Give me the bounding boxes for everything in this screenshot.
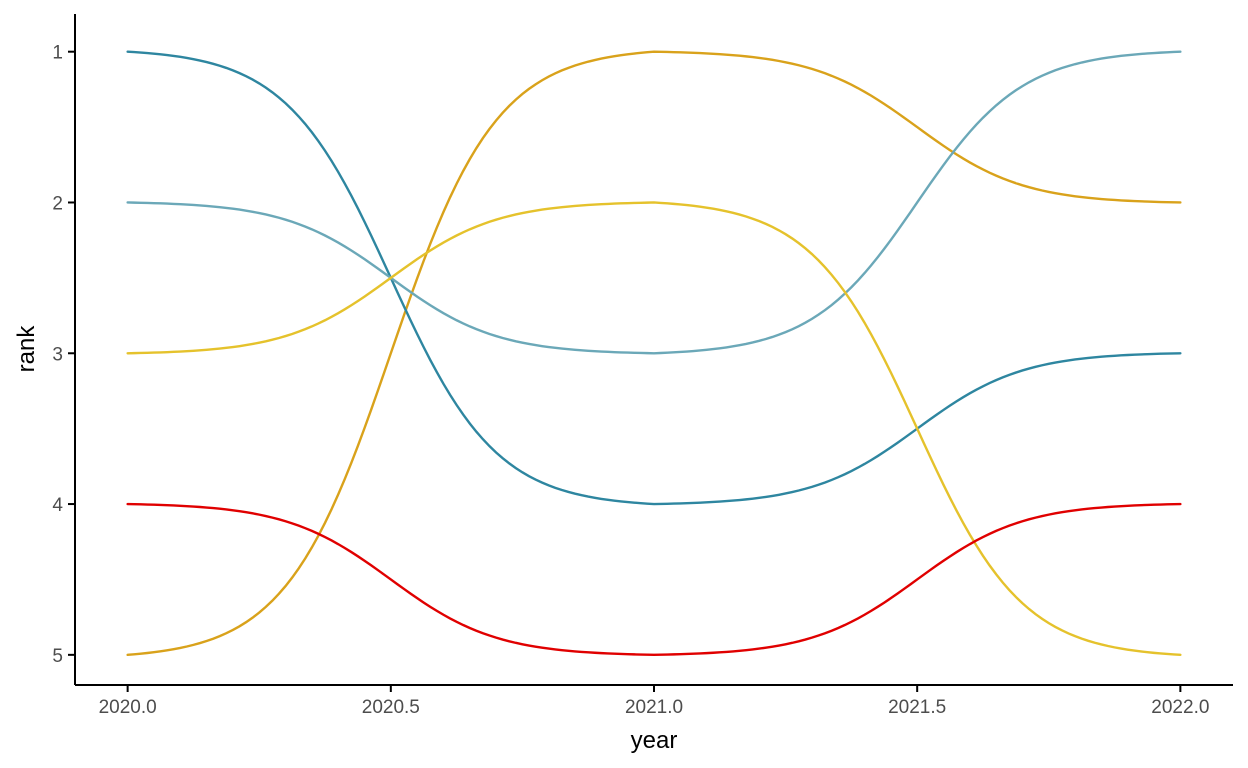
y-axis-title: rank [13, 325, 40, 373]
series-line-4 [126, 201, 1182, 657]
x-tick-label: 2020.0 [99, 697, 157, 718]
y-tick-label: 4 [52, 495, 63, 516]
x-tick-label: 2021.0 [625, 697, 683, 718]
series-line-3 [126, 50, 1182, 355]
x-tick-label: 2021.5 [888, 697, 946, 718]
y-tick-label: 2 [52, 193, 63, 214]
x-axis-ticks: 2020.0 2020.5 2021.0 2021.5 2022.0 [99, 685, 1209, 718]
x-axis-title: year [631, 727, 678, 754]
x-tick-label: 2020.5 [362, 697, 420, 718]
series-line-2 [126, 50, 1182, 506]
series-line-1 [126, 50, 1182, 657]
y-tick-label: 3 [52, 344, 63, 365]
y-axis-ticks: 1 2 3 4 5 [52, 43, 75, 667]
series-layer [126, 50, 1182, 657]
x-tick-label: 2022.0 [1151, 697, 1209, 718]
series-line-5 [126, 502, 1182, 657]
y-tick-label: 5 [52, 646, 63, 667]
y-tick-label: 1 [52, 43, 63, 64]
